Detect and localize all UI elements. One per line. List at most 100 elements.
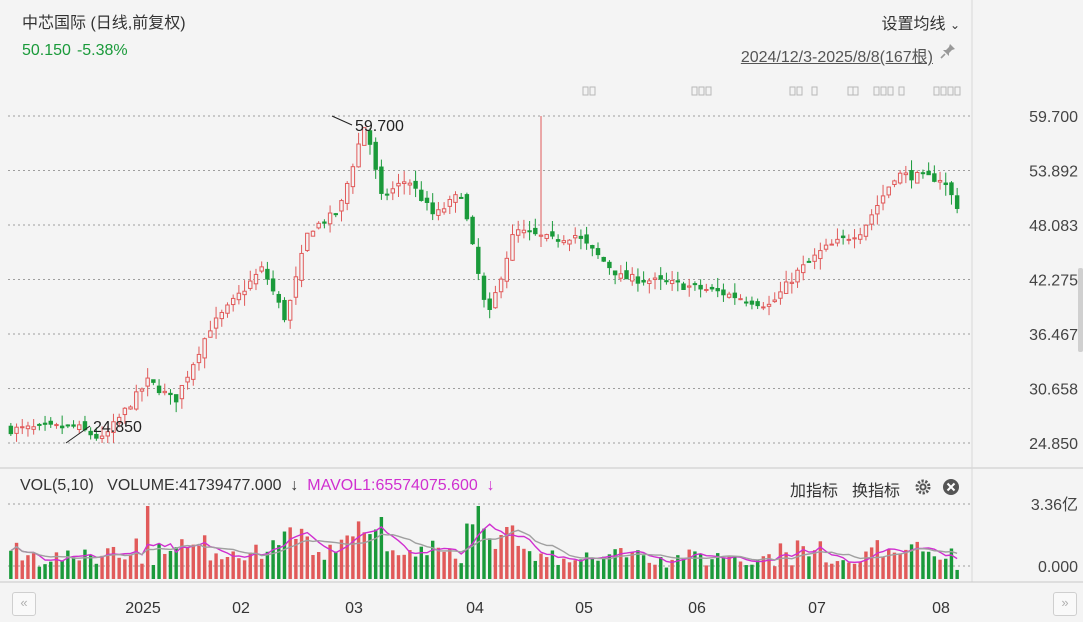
candle-body	[761, 306, 766, 309]
candle-body	[515, 229, 521, 236]
volume-bar	[288, 527, 292, 579]
volume-bar	[659, 556, 663, 579]
add-indicator-button[interactable]: 加指标	[790, 483, 839, 500]
candle-body	[287, 299, 293, 321]
candle-body	[185, 376, 190, 383]
candle-body	[99, 435, 105, 439]
volume-bar	[841, 560, 845, 579]
event-marker-icon	[705, 86, 712, 96]
volume-bar	[425, 555, 429, 579]
candle-body	[932, 173, 937, 182]
volume-bar	[522, 548, 526, 579]
candle-body	[726, 293, 732, 298]
volume-bar	[949, 548, 954, 579]
candle-body	[698, 284, 703, 290]
candle-body	[344, 182, 350, 204]
volume-bar	[926, 551, 931, 579]
volume-bar	[767, 554, 771, 579]
scroll-right-button[interactable]: »	[1053, 592, 1077, 616]
candle-body	[282, 299, 287, 321]
candle-body	[863, 224, 869, 237]
event-marker-icon	[933, 86, 940, 96]
event-marker-icon	[880, 86, 887, 96]
volume-bar	[254, 544, 258, 579]
volume-bar	[801, 546, 805, 579]
pin-icon[interactable]	[939, 42, 957, 60]
candle-body	[162, 390, 167, 394]
candle-body	[299, 252, 304, 281]
scroll-left-button[interactable]: «	[12, 592, 36, 616]
volume-bar	[915, 541, 919, 579]
candle-body	[447, 199, 453, 207]
volume-bar	[208, 560, 213, 579]
candle-body	[812, 254, 817, 262]
switch-indicator-button[interactable]: 换指标	[852, 483, 901, 500]
volume-bar	[721, 557, 726, 579]
volume-bar	[556, 564, 560, 579]
volume-bar	[887, 549, 891, 579]
volume-bar	[77, 560, 81, 579]
candle-body	[225, 304, 230, 314]
candle-body	[806, 260, 812, 263]
candle-body	[852, 237, 857, 240]
candle-body	[259, 266, 264, 272]
candle-body	[293, 276, 299, 298]
candle-body	[624, 270, 629, 280]
candle-body	[453, 194, 458, 203]
candle-body	[903, 172, 909, 176]
volume-bar	[356, 521, 361, 579]
volume-bar	[430, 540, 435, 579]
volume-bar	[191, 544, 195, 579]
volume-bar	[904, 549, 908, 579]
volume-bar	[681, 558, 686, 579]
volume-bar	[875, 540, 880, 579]
candle-body	[818, 250, 823, 260]
ma-setting-button[interactable]: 设置均线 ⌄	[881, 10, 960, 34]
candle-body	[196, 353, 202, 364]
candle-body	[858, 234, 863, 240]
volume-bar	[49, 561, 53, 579]
candle-body	[504, 257, 510, 282]
low-arrow	[65, 425, 91, 444]
close-icon[interactable]	[942, 478, 960, 496]
candle-body	[276, 293, 281, 303]
volume-bar	[419, 546, 424, 579]
volume-bar	[602, 556, 606, 579]
scrollbar-thumb[interactable]	[1078, 268, 1083, 352]
candle-body	[208, 330, 213, 338]
volume-bar	[145, 506, 150, 579]
volume-bar	[134, 538, 138, 579]
volume-bar	[362, 532, 366, 579]
candle-body	[721, 289, 726, 296]
volume-bar	[351, 536, 355, 579]
volume-indicator-label: VOL(5,10)	[20, 477, 94, 494]
candle-body	[333, 213, 338, 216]
volume-bar	[858, 562, 862, 579]
volume-bar	[584, 552, 589, 579]
gear-icon[interactable]	[914, 478, 932, 496]
candle-body	[749, 300, 755, 305]
volume-bar	[9, 550, 13, 579]
y-tick-label: 30.658	[1029, 382, 1078, 399]
candle-body	[327, 212, 333, 225]
candle-body	[641, 279, 646, 283]
candle-body	[561, 240, 567, 244]
candle-body	[316, 222, 321, 229]
candle-body	[441, 208, 447, 213]
date-range-link[interactable]: 2024/12/3-2025/8/8(167根)	[740, 49, 933, 66]
candle-body	[339, 200, 344, 212]
candle-body	[829, 243, 834, 246]
candle-body	[37, 423, 42, 426]
volume-bar	[299, 528, 304, 579]
last-price: 50.150	[22, 42, 71, 59]
candle-body	[42, 422, 48, 425]
volume-bar	[66, 550, 70, 579]
mavol-value: MAVOL1:65574075.600	[307, 477, 478, 494]
candle-body	[795, 269, 800, 283]
volume-bar	[544, 557, 549, 579]
volume-bar	[265, 551, 270, 579]
volume-bar	[328, 544, 332, 579]
volume-bar	[909, 544, 914, 579]
volume-bar	[248, 552, 252, 579]
